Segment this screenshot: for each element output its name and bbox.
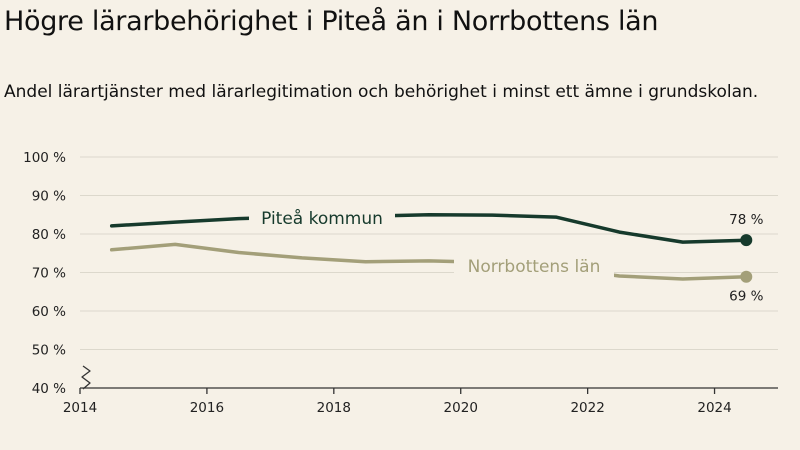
series-label-pitea: Piteå kommun [261, 208, 383, 229]
series-line-norrbotten [109, 242, 749, 281]
chart-title: Högre lärarbehörighet i Piteå än i Norrb… [4, 6, 659, 37]
y-tick-label: 60 % [32, 304, 66, 320]
labels: 78 % 69 % Piteå kommun Norrbottens län [249, 207, 764, 305]
end-value-label-pitea: 78 % [729, 212, 763, 228]
y-tick-label: 70 % [32, 266, 66, 282]
series-label-bg [249, 207, 395, 231]
x-tick-label: 2024 [697, 400, 731, 416]
x-tick-label: 2022 [570, 400, 604, 416]
series-label-norrbotten: Norrbottens län [468, 257, 601, 277]
y-tick-label: 40 % [32, 381, 66, 397]
series-lines [109, 213, 753, 283]
axis-break-icon [81, 365, 91, 390]
gridlines [80, 156, 778, 350]
y-tick-label: 80 % [32, 227, 66, 243]
x-tick-label: 2016 [190, 400, 224, 416]
axes: 40 % 50 % 60 % 70 % 80 % 90 % 100 % 2014 2016 201… [23, 150, 778, 416]
y-tick-label: 90 % [32, 189, 66, 205]
y-tick-label: 50 % [32, 343, 66, 359]
x-tick-label: 2018 [317, 400, 351, 416]
x-tick-label: 2014 [63, 400, 97, 416]
y-tick-label: 100 % [23, 150, 66, 166]
series-end-point-norrbotten [740, 270, 753, 283]
series-label-bg [454, 255, 614, 279]
series-end-point-pitea [740, 234, 753, 247]
chart-subtitle: Andel lärartjänster med lärarlegitimatio… [4, 82, 759, 102]
x-tick-label: 2020 [444, 400, 478, 416]
end-value-label-norrbotten: 69 % [729, 289, 763, 305]
series-line-pitea [109, 213, 749, 244]
